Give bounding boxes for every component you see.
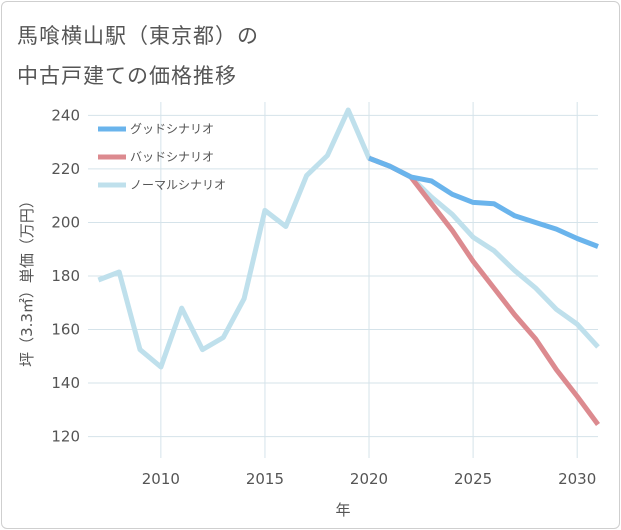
y-tick-label: 140 xyxy=(51,374,80,392)
chart-title-line-1: 馬喰横山駅（東京都）の xyxy=(17,24,259,48)
x-tick-label: 2015 xyxy=(246,470,284,488)
plot-area xyxy=(88,102,598,458)
y-tick-label: 120 xyxy=(51,428,80,446)
y-tick-label: 200 xyxy=(51,213,80,231)
series-line-2 xyxy=(97,107,600,370)
x-tick-label: 2030 xyxy=(558,470,596,488)
x-tick-label: 2010 xyxy=(142,470,180,488)
tick-labels: 2010 2015 2020 2025 2030 120 140 160 180 200 220 24… xyxy=(51,106,596,488)
x-tick-label: 2025 xyxy=(454,470,492,488)
legend-label-1: バッドシナリオ xyxy=(130,150,214,164)
y-tick-label: 240 xyxy=(51,106,80,124)
x-axis-label: 年 xyxy=(335,501,350,519)
y-axis-label: 坪（3.3㎡）単価（万円） xyxy=(18,193,36,367)
series-layer xyxy=(97,107,601,426)
x-tick-label: 2020 xyxy=(350,470,388,488)
chart-title-line-2: 中古戸建ての価格推移 xyxy=(17,64,237,88)
legend-label-2: ノーマルシナリオ xyxy=(130,178,226,192)
y-tick-label: 180 xyxy=(51,267,80,285)
y-tick-label: 160 xyxy=(51,321,80,339)
y-tick-label: 220 xyxy=(51,160,80,178)
legend-label-0: グッドシナリオ xyxy=(130,122,214,136)
series-line-0 xyxy=(368,155,599,249)
